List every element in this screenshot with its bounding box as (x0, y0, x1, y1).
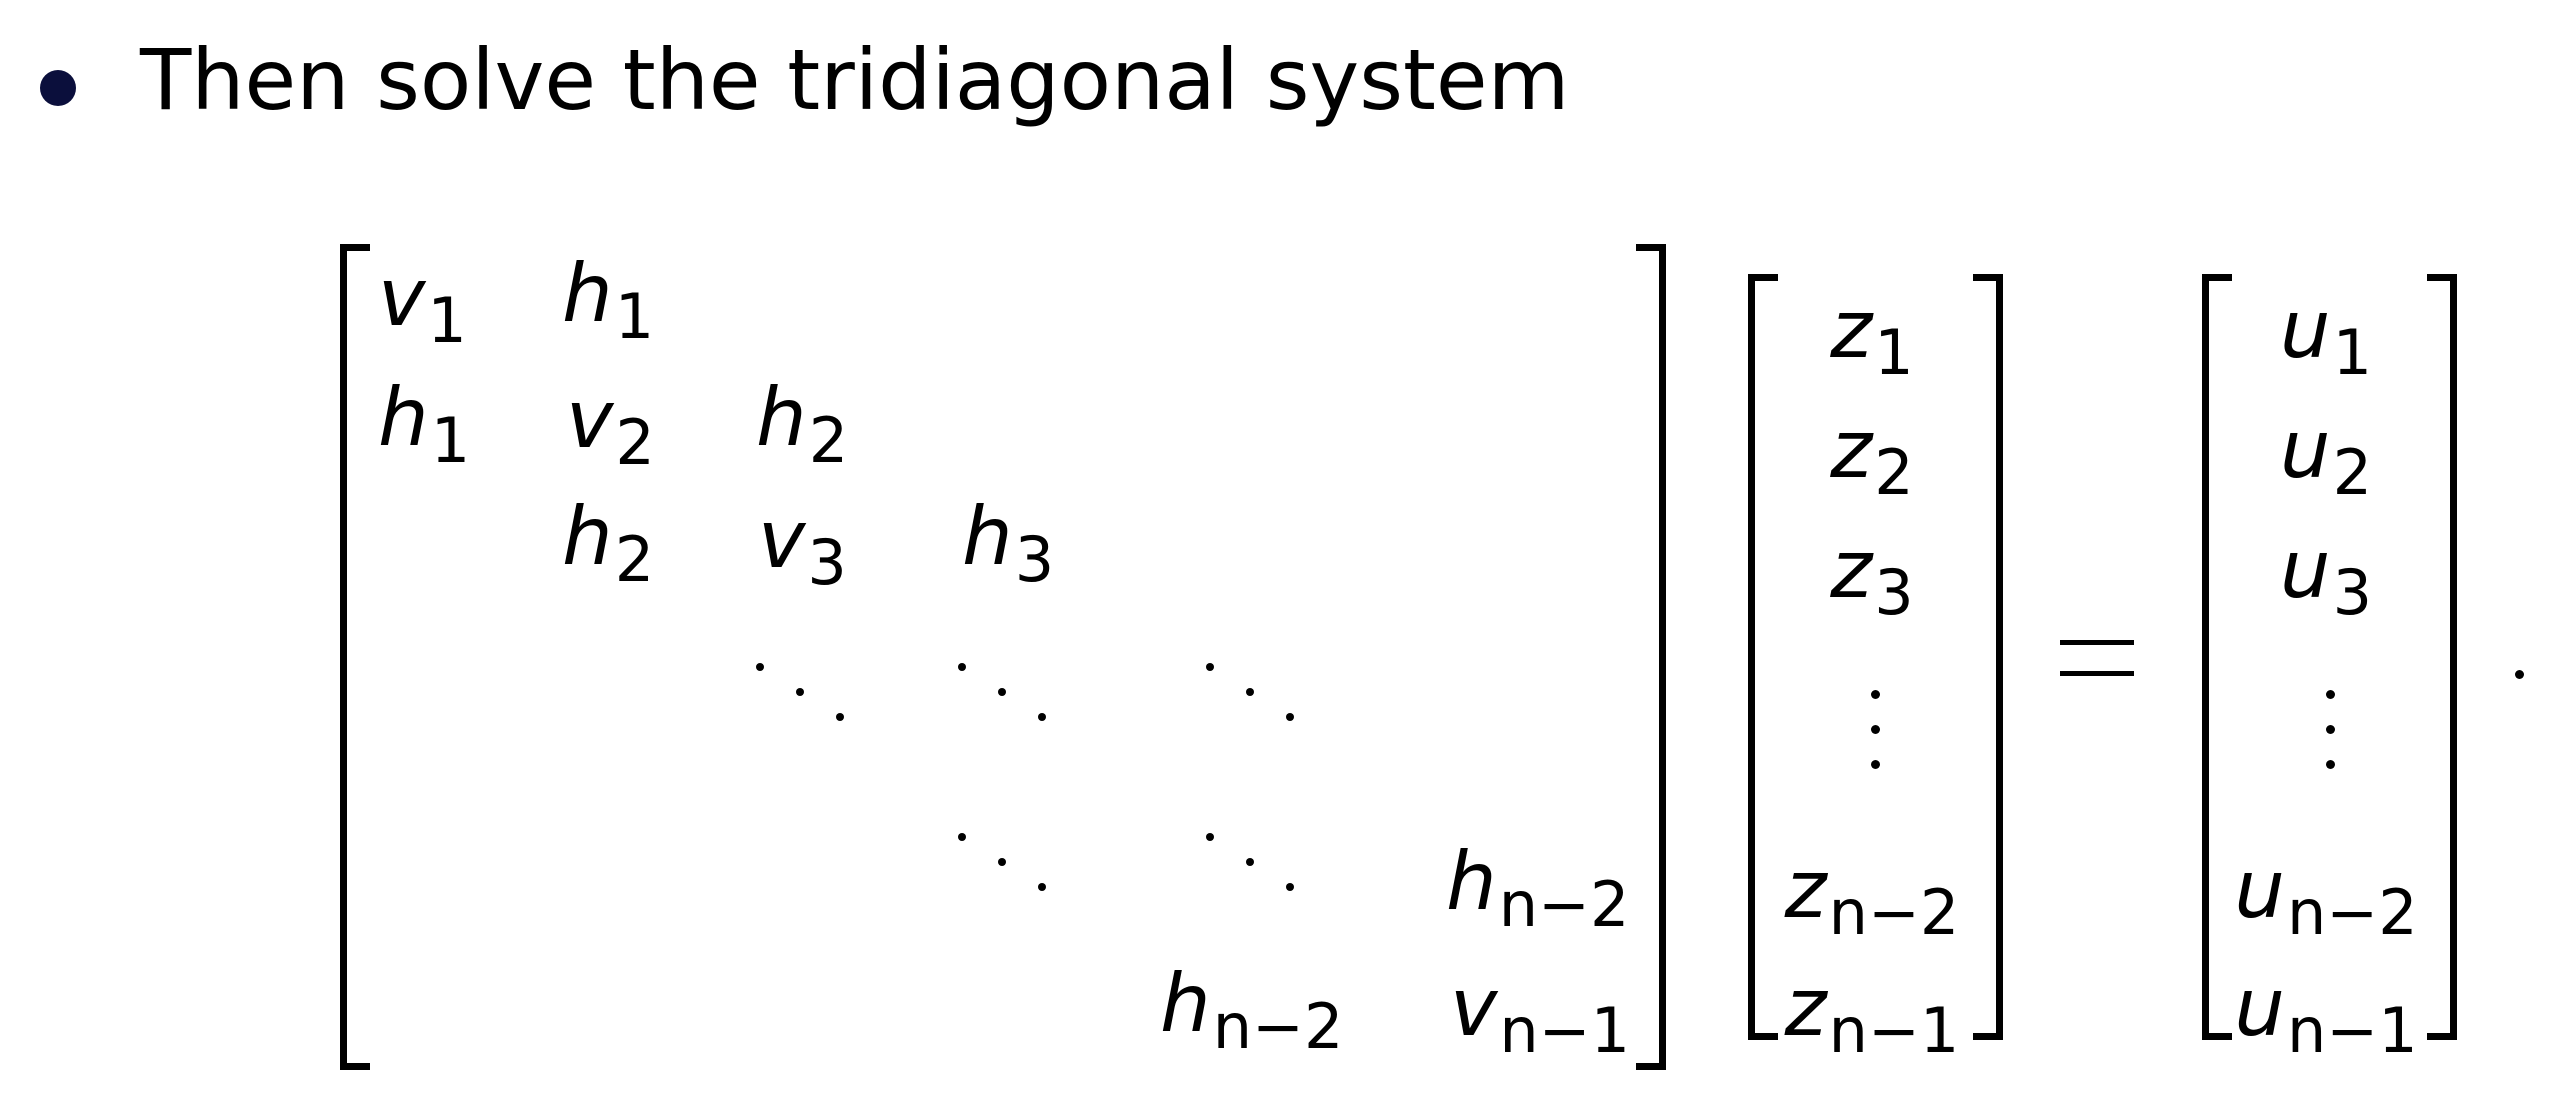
matrix-cell-v3: v3 (758, 493, 847, 600)
matrix-cell-h1: h1 (562, 247, 655, 354)
vector-z-entry: z2 (1830, 403, 1914, 510)
vector-z-right-bracket (1973, 274, 2003, 1040)
vector-z-entry: zn−1 (1784, 961, 1960, 1068)
matrix-cell-h2: h2 (756, 371, 849, 478)
vector-u-entry: un−2 (2234, 843, 2418, 950)
equals-sign (2060, 640, 2134, 676)
matrix-ddots (958, 833, 1048, 903)
vector-z-entry: z1 (1830, 283, 1914, 390)
matrix-ddots (1206, 663, 1296, 733)
vector-z-left-bracket (1748, 274, 1778, 1040)
matrix-cell-h3: h3 (962, 490, 1055, 597)
matrix-cell-v-n-minus-1: vn−1 (1450, 961, 1631, 1068)
matrix-cell-h1: h1 (378, 371, 471, 478)
bullet-point (40, 70, 76, 106)
matrix-left-bracket (340, 244, 370, 1070)
matrix-cell-h-n-minus-2: hn−2 (1160, 957, 1344, 1064)
vector-z-vdots (1871, 690, 1881, 770)
vector-u-left-bracket (2202, 274, 2232, 1040)
matrix-ddots (1206, 833, 1296, 903)
vector-z-entry: zn−2 (1784, 843, 1960, 950)
vector-u-entry: u1 (2279, 283, 2373, 390)
vector-u-vdots (2326, 690, 2336, 770)
vector-z-entry: z3 (1830, 523, 1914, 630)
matrix-cell-v1: v1 (378, 251, 467, 358)
bullet-text: Then solve the tridiagonal system (140, 31, 1570, 129)
matrix-cell-h2: h2 (562, 490, 655, 597)
vector-u-entry: un−1 (2234, 961, 2418, 1068)
matrix-cell-h-n-minus-2: hn−2 (1446, 835, 1630, 942)
terminal-period (2515, 670, 2524, 679)
matrix-ddots (756, 663, 846, 733)
matrix-cell-v2: v2 (566, 373, 655, 480)
matrix-ddots (958, 663, 1048, 733)
vector-u-entry: u3 (2279, 523, 2373, 630)
matrix-right-bracket (1636, 244, 1666, 1070)
vector-u-entry: u2 (2279, 403, 2373, 510)
vector-u-right-bracket (2427, 274, 2457, 1040)
